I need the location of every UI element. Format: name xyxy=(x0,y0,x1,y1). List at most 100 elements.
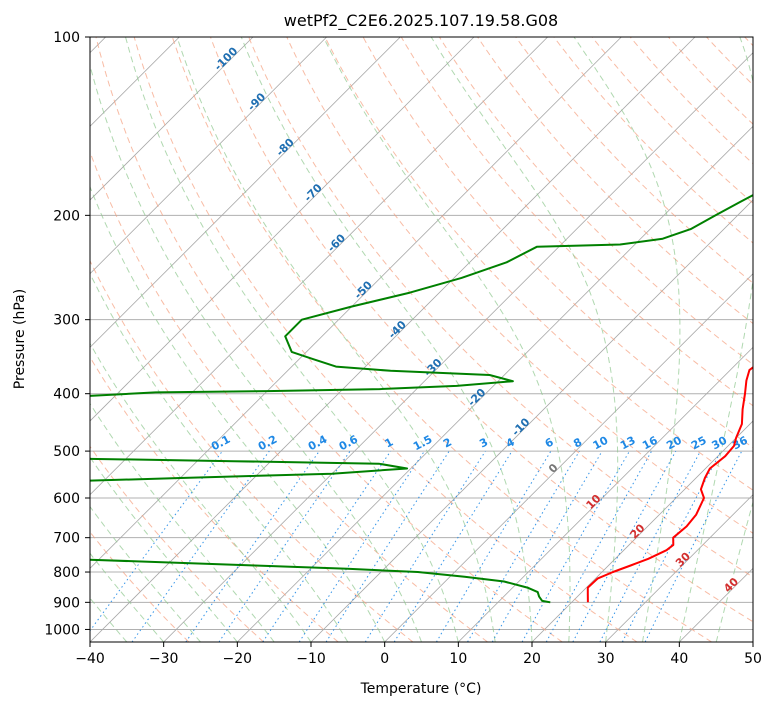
mixing-ratio-line xyxy=(298,450,425,642)
x-tick-label: 10 xyxy=(449,651,467,667)
plot-frame xyxy=(89,36,754,643)
moist-adiabat-line xyxy=(90,505,201,642)
moist-adiabat-line xyxy=(125,37,459,642)
y-tick-label: 500 xyxy=(53,444,80,460)
mixing-ratio-line xyxy=(364,450,486,642)
moist-adiabat-line xyxy=(322,37,571,642)
dry-adiabat-line xyxy=(90,259,414,642)
axes: −40 −30 −20 −10 0 10 20 30 40 5010020030040050060… xyxy=(44,30,762,667)
isotherm-label: -40 xyxy=(386,318,409,341)
y-tick-label: 800 xyxy=(53,565,80,581)
temperature-line xyxy=(586,366,753,603)
mixing-ratio-line xyxy=(467,450,580,642)
y-tick-label: 600 xyxy=(53,491,80,507)
y-tick-label: 100 xyxy=(53,30,80,46)
mixing-ratio-line xyxy=(325,450,450,642)
x-tick-label: −40 xyxy=(75,651,105,667)
theta-e-label: 40 xyxy=(721,575,741,595)
mixing-ratio-label: 36 xyxy=(730,434,750,453)
moist-adiabat-line xyxy=(90,185,386,642)
dry-adiabat-line xyxy=(591,37,753,204)
dry-adiabat-line xyxy=(324,37,753,491)
dry-adiabat-line xyxy=(90,150,488,642)
isotherm-line xyxy=(605,494,753,642)
dry-adiabat-line xyxy=(706,37,753,86)
mixing-ratio-line xyxy=(572,450,677,642)
mixing-ratio-label: 13 xyxy=(618,434,638,453)
theta-e-label: 20 xyxy=(628,521,648,541)
mixing-ratio-label: 6 xyxy=(543,435,556,450)
y-tick-label: 300 xyxy=(53,313,80,329)
mixing-ratio-label: 10 xyxy=(591,434,611,453)
moist-adiabat-line xyxy=(90,272,349,642)
dry-adiabat-line xyxy=(248,37,753,578)
moist-adiabat-line xyxy=(715,500,753,642)
dry-adiabat-line xyxy=(210,37,753,623)
mixing-ratio-label: 1 xyxy=(383,435,396,450)
mixing-ratio-label: 30 xyxy=(710,434,730,453)
isotherm-line xyxy=(90,37,696,642)
theta-e-label: 30 xyxy=(673,549,693,569)
mixing-ratio-line xyxy=(599,450,701,642)
mixing-ratio-label: 25 xyxy=(689,434,709,453)
y-tick-label: 700 xyxy=(53,531,80,547)
x-tick-label: 0 xyxy=(380,651,389,667)
dry-adiabat-line xyxy=(515,37,753,284)
dry-adiabat-line xyxy=(90,531,190,642)
moist-adiabat-line xyxy=(90,402,275,642)
dry-adiabat-line xyxy=(171,37,712,642)
mixing-ratio-line xyxy=(262,450,392,642)
mixing-ratio-line xyxy=(393,450,513,642)
isotherm-line xyxy=(237,125,753,642)
mixing-ratio-label: 0.1 xyxy=(209,433,232,454)
mixing-ratio-line xyxy=(435,450,552,642)
dry-adiabat-line xyxy=(477,37,753,325)
isotherm-line xyxy=(384,273,753,642)
mixing-ratio-line xyxy=(644,450,743,642)
dry-adiabat-line xyxy=(629,37,753,165)
mixing-ratio-line xyxy=(185,450,320,642)
moist-adiabat-line xyxy=(176,37,496,642)
isotherm-line xyxy=(458,346,753,642)
isotherm-label: -70 xyxy=(302,181,325,204)
dry-adiabat-line xyxy=(90,445,264,642)
isotherm-line xyxy=(679,567,753,642)
x-tick-label: 30 xyxy=(597,651,615,667)
mixing-ratio-label: 20 xyxy=(664,434,684,453)
isotherm-label: -100 xyxy=(212,44,241,73)
background-lines xyxy=(90,37,753,642)
x-tick-label: −20 xyxy=(223,651,253,667)
isotherm-line xyxy=(90,37,548,496)
x-tick-label: −10 xyxy=(296,651,326,667)
dry-adiabat-line xyxy=(400,37,753,407)
x-tick-label: 40 xyxy=(670,651,688,667)
dry-adiabat-line xyxy=(95,37,563,642)
mixing-ratio-label: 8 xyxy=(571,435,584,450)
mixing-ratio-label: 0.2 xyxy=(256,433,279,454)
dry-adiabat-line xyxy=(438,37,753,366)
mixing-ratio-line xyxy=(521,450,630,642)
x-tick-label: 50 xyxy=(744,651,762,667)
isotherm-line xyxy=(752,641,753,642)
isotherm-line xyxy=(90,37,327,275)
x-tick-label: 20 xyxy=(523,651,541,667)
mixing-ratio-label: 0.6 xyxy=(337,433,361,454)
y-axis-label: Pressure (hPa) xyxy=(12,289,28,389)
moist-adiabat-line xyxy=(752,640,753,642)
isotherm-label: -80 xyxy=(274,135,297,158)
isotherm-line xyxy=(163,52,753,642)
isotherm-line xyxy=(531,420,753,642)
dry-adiabat-line xyxy=(362,37,753,449)
isotherm-label: -90 xyxy=(245,90,268,113)
mixing-ratio-label: 16 xyxy=(640,434,660,453)
profile-lines xyxy=(90,194,753,604)
moist-adiabat-line xyxy=(678,37,753,642)
y-tick-label: 200 xyxy=(53,208,80,224)
moist-adiabat-line xyxy=(240,37,533,642)
moist-adiabat-line xyxy=(573,37,681,642)
isotherm-line xyxy=(90,37,401,348)
moist-adiabat-line xyxy=(430,37,619,642)
mixing-ratio-label: 0.4 xyxy=(306,433,330,454)
moist-adiabat-line xyxy=(90,456,238,642)
